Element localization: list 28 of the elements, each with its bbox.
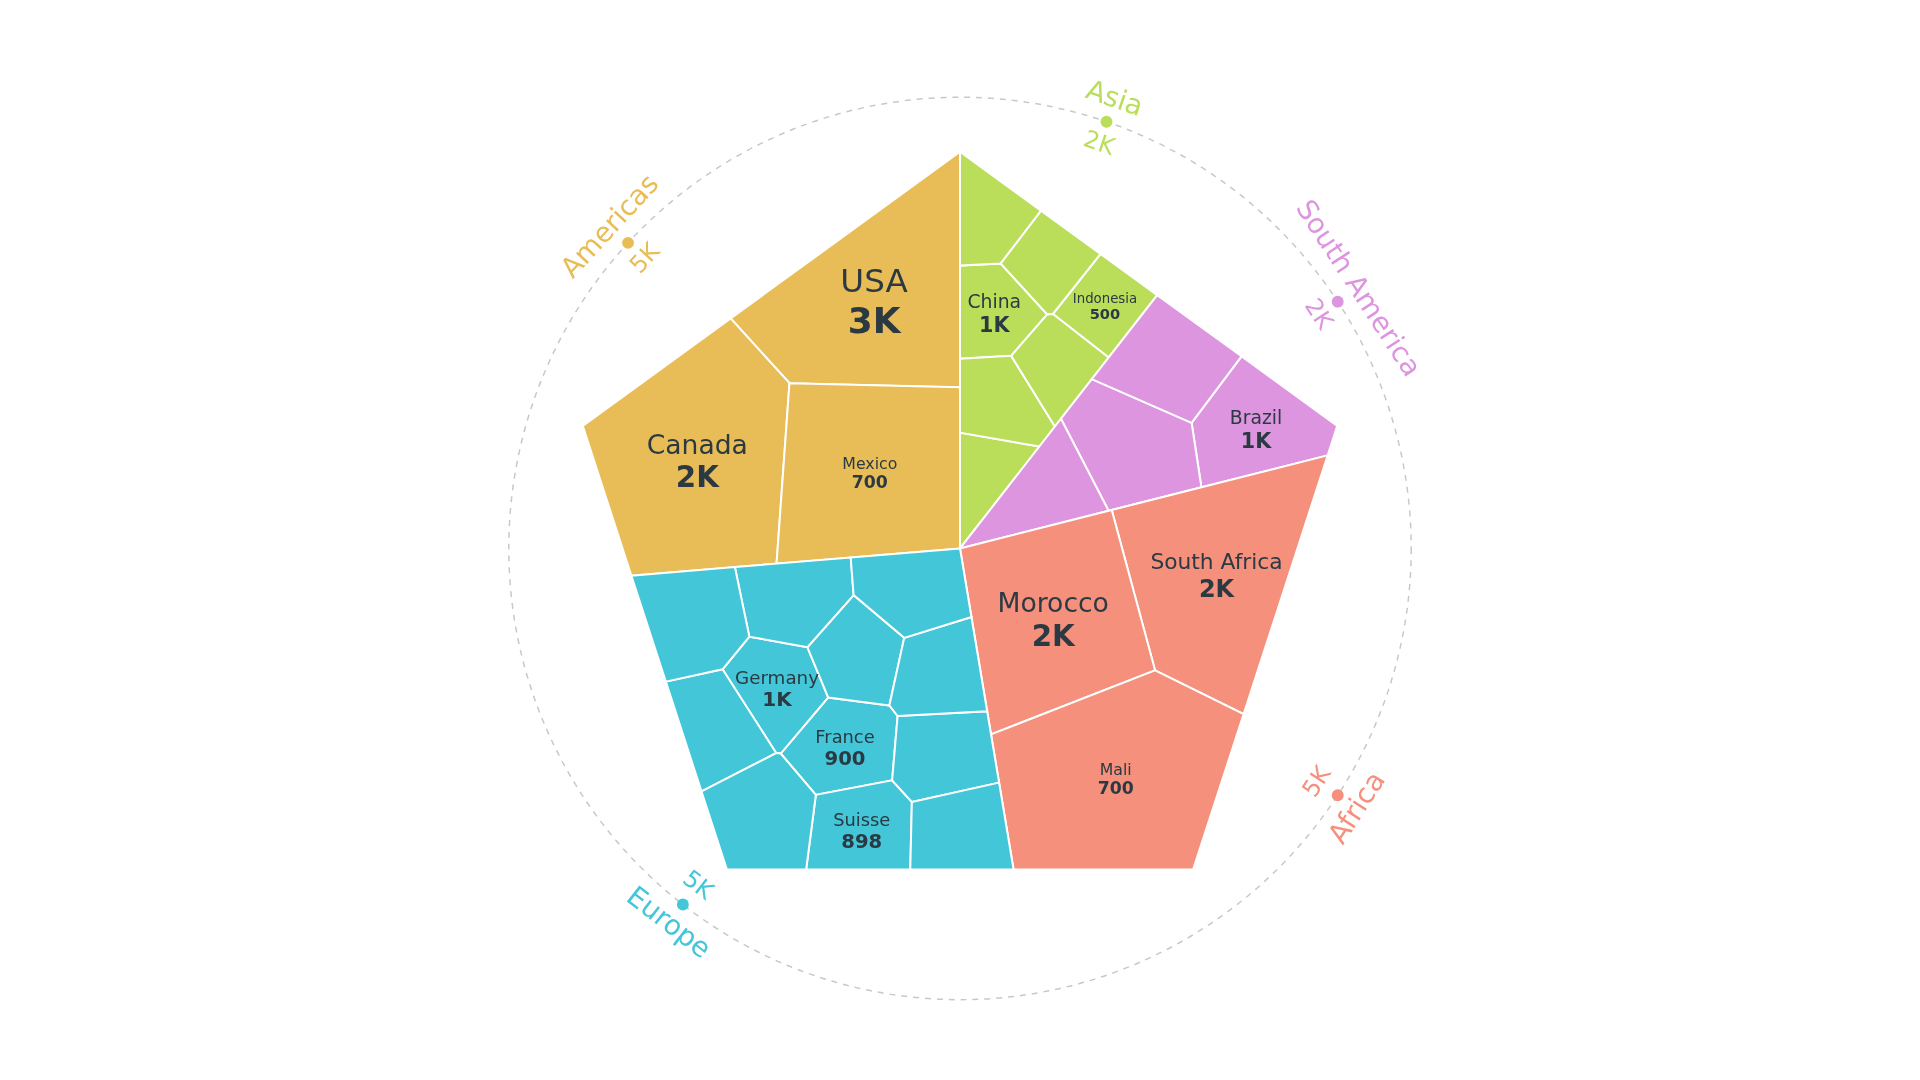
category-label: USA	[840, 262, 909, 301]
data-label: 2K	[675, 460, 721, 495]
category-label: Germany	[735, 666, 820, 688]
category-label: Indonesia	[1072, 290, 1138, 306]
category-label: Canada	[646, 429, 748, 461]
data-label: 3K	[847, 299, 902, 341]
data-label: 700	[1097, 778, 1134, 799]
category-label: Mexico	[842, 453, 898, 473]
data-label: 900	[824, 746, 866, 770]
category-label: Mali	[1099, 759, 1132, 779]
category-label: Morocco	[997, 587, 1109, 619]
category-label: South Africa	[1150, 549, 1283, 575]
text: Asia	[1081, 72, 1148, 123]
data-label: 700	[851, 472, 888, 493]
category-label: Suisse	[833, 808, 891, 830]
category-label: France	[815, 725, 875, 747]
text: 2K	[1080, 124, 1119, 162]
category-label: Brazil	[1229, 407, 1283, 429]
data-label: 1K	[979, 313, 1011, 338]
data-label: 1K	[762, 687, 794, 712]
data-label: 2K	[1031, 618, 1077, 653]
data-label: 1K	[1240, 428, 1273, 453]
data-label: 898	[841, 830, 883, 854]
category-label: China	[967, 291, 1022, 313]
data-label: 2K	[1198, 574, 1236, 603]
data-label: 500	[1089, 305, 1121, 323]
text: 5K	[1296, 760, 1337, 802]
text: 2K	[1298, 293, 1340, 335]
